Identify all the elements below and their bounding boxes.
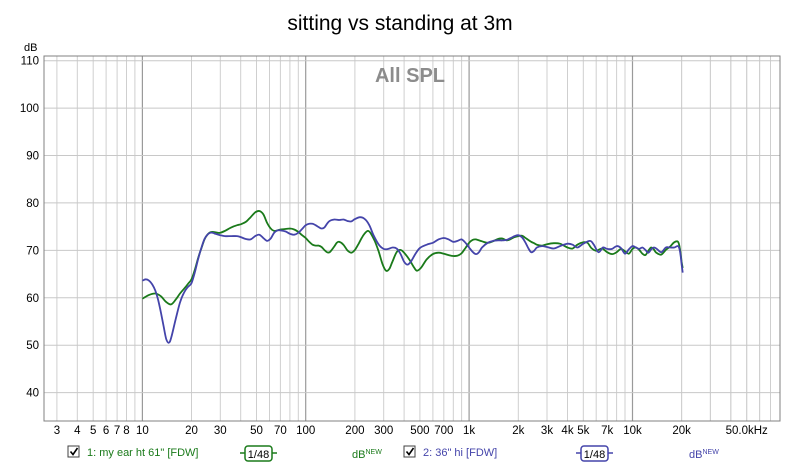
x-tick-label: 7 bbox=[114, 425, 120, 437]
legend: 1: my ear ht 61" [FDW] 1/48 dBNEW 2: 36"… bbox=[67, 445, 719, 462]
x-tick-label: 4 bbox=[74, 425, 81, 437]
smoothing-label-2: 1/48 bbox=[584, 449, 605, 461]
plot-frame bbox=[43, 55, 781, 422]
x-tick-labels: 3 4 5 6 7 8 10 20 30 50 70 100 200 300 500 700 1k 2k 3k 4k 5… bbox=[54, 425, 768, 437]
x-tick-label: 1k bbox=[463, 425, 475, 437]
x-tick-label: 5k bbox=[577, 425, 589, 437]
y-tick-label: 80 bbox=[26, 198, 39, 210]
smoothing-button-2[interactable]: 1/48 bbox=[576, 445, 613, 462]
x-tick-label: 200 bbox=[345, 425, 364, 437]
legend-entry-1: 1: my ear ht 61" [FDW] 1/48 dBNEW bbox=[67, 445, 382, 462]
x-tick-label: 20 bbox=[185, 425, 198, 437]
legend-checkbox-2[interactable] bbox=[403, 445, 416, 458]
legend-label-1: 1: my ear ht 61" [FDW] bbox=[87, 447, 199, 459]
x-tick-label: 7k bbox=[601, 425, 613, 437]
x-tick-label: 2k bbox=[512, 425, 524, 437]
plot-area bbox=[43, 55, 781, 422]
x-tick-label: 10 bbox=[136, 425, 149, 437]
x-tick-label: 500 bbox=[410, 425, 429, 437]
y-tick-label: 70 bbox=[26, 245, 39, 257]
x-tick-label: 30 bbox=[214, 425, 227, 437]
chart-title: sitting vs standing at 3m bbox=[287, 12, 512, 35]
legend-entry-2: 2: 36" hi [FDW] 1/48 dBNEW bbox=[403, 445, 719, 462]
smoothing-button-1[interactable]: 1/48 bbox=[240, 445, 277, 462]
legend-checkbox-1[interactable] bbox=[67, 445, 80, 458]
x-tick-label: 70 bbox=[274, 425, 287, 437]
y-tick-label: 60 bbox=[26, 293, 39, 305]
x-tick-label: 300 bbox=[374, 425, 393, 437]
series-line-2 bbox=[142, 216, 684, 344]
x-tick-label: 50 bbox=[250, 425, 263, 437]
x-tick-label: 4k bbox=[561, 425, 573, 437]
y-tick-label: 110 bbox=[21, 56, 39, 68]
smoothing-label-1: 1/48 bbox=[248, 449, 269, 461]
x-tick-label: 6 bbox=[103, 425, 109, 437]
x-tick-label: 100 bbox=[296, 425, 315, 437]
y-tick-label: 90 bbox=[26, 151, 39, 163]
y-tick-label: 40 bbox=[26, 388, 39, 400]
checkmark-icon bbox=[69, 447, 79, 456]
y-tick-label: 50 bbox=[26, 340, 39, 352]
x-tick-label: 5 bbox=[90, 425, 96, 437]
x-tick-label: 8 bbox=[123, 425, 129, 437]
x-tick-label: 3k bbox=[541, 425, 553, 437]
x-tick-label: 50.0kHz bbox=[726, 425, 768, 437]
series-lines bbox=[141, 210, 684, 344]
legend-unit-1: dBNEW bbox=[352, 449, 382, 461]
x-tick-label: 700 bbox=[434, 425, 453, 437]
x-tick-label: 3 bbox=[54, 425, 60, 437]
y-tick-labels: 110 100 90 80 70 60 50 40 bbox=[20, 56, 39, 400]
legend-unit-2: dBNEW bbox=[689, 449, 719, 461]
x-tick-label: 10k bbox=[623, 425, 642, 437]
y-tick-label: 100 bbox=[20, 103, 39, 115]
checkmark-icon bbox=[405, 447, 415, 456]
legend-label-2: 2: 36" hi [FDW] bbox=[423, 447, 497, 459]
y-axis-unit: dB bbox=[24, 42, 37, 54]
chart-annotation: All SPL bbox=[375, 65, 445, 87]
x-tick-label: 20k bbox=[672, 425, 691, 437]
